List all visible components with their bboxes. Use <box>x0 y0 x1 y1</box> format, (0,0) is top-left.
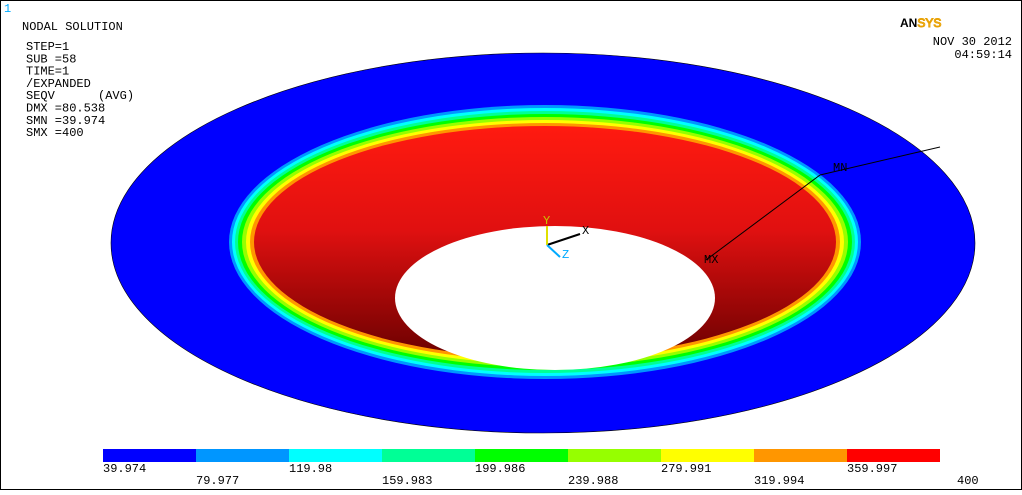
legend-swatch <box>754 449 847 462</box>
triad-z-label: Z <box>562 248 569 262</box>
legend-swatch <box>568 449 661 462</box>
min-marker: MN <box>833 161 847 175</box>
model <box>111 53 975 433</box>
page: { "window_number": "1", "title": "NODAL … <box>0 0 1022 490</box>
plot-title: NODAL SOLUTION <box>22 20 123 34</box>
legend-label: 119.98 <box>289 462 332 476</box>
legend-label: 159.983 <box>382 474 432 488</box>
legend-swatch <box>289 449 382 462</box>
graphics-window: MN MX X Y Z 1 NODAL SOLUTION STEP=1SUB =… <box>0 0 1022 490</box>
max-marker: MX <box>704 253 718 267</box>
legend-label: 359.997 <box>847 462 897 476</box>
legend-label: 79.977 <box>196 474 239 488</box>
legend-label: 319.994 <box>754 474 804 488</box>
window-number: 1 <box>4 2 11 16</box>
logo-light: SYS <box>917 16 941 30</box>
triad-x-label: X <box>582 224 589 238</box>
logo: ANSYS <box>900 16 941 30</box>
triad-y-label: Y <box>543 214 550 228</box>
info-line: SMX =400 <box>26 126 84 140</box>
legend-swatch <box>661 449 754 462</box>
legend-label: 39.974 <box>103 462 146 476</box>
legend-label: 239.988 <box>568 474 618 488</box>
legend-label: 199.986 <box>475 462 525 476</box>
logo-bold: AN <box>900 16 917 30</box>
legend-swatch <box>847 449 940 462</box>
legend-swatch <box>103 449 196 462</box>
legend-label: 400 <box>957 474 979 488</box>
date: NOV 30 2012 <box>933 35 1012 49</box>
legend-swatch <box>475 449 568 462</box>
center-hole <box>395 226 715 370</box>
legend-label: 279.991 <box>661 462 711 476</box>
time: 04:59:14 <box>954 48 1012 62</box>
legend-swatch <box>196 449 289 462</box>
legend-swatch <box>382 449 475 462</box>
